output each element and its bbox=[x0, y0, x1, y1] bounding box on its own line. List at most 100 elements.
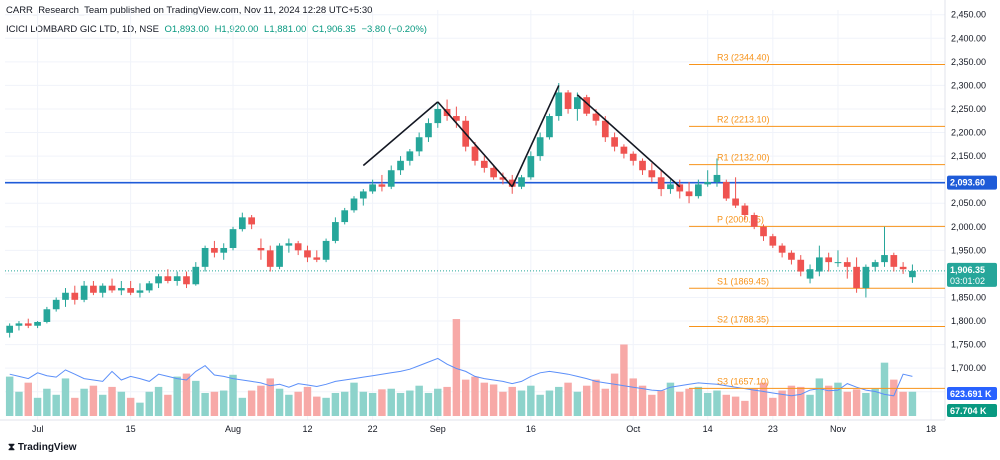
volume-bar bbox=[210, 391, 219, 416]
volume-bar bbox=[620, 344, 628, 416]
volume-bar bbox=[350, 382, 358, 416]
candle-body bbox=[99, 285, 107, 293]
candle-body bbox=[369, 184, 376, 192]
candle-body bbox=[397, 160, 404, 171]
volume-bar bbox=[238, 397, 247, 416]
low-value: L1,881.00 bbox=[264, 24, 307, 35]
high-value: H1,920.00 bbox=[214, 24, 259, 35]
candle-body bbox=[164, 276, 172, 281]
volume-bar bbox=[294, 391, 302, 416]
candle-body bbox=[127, 288, 134, 293]
candle-body bbox=[304, 250, 311, 258]
volume-bar bbox=[592, 379, 600, 416]
volume-bar bbox=[797, 386, 805, 416]
candle-body bbox=[881, 255, 888, 263]
volume-bar bbox=[71, 397, 79, 416]
x-tick-label: Nov bbox=[830, 424, 847, 434]
volume-bar bbox=[145, 391, 153, 416]
change-value: −3.80 (−0.20%) bbox=[361, 24, 427, 35]
candle-body bbox=[294, 243, 302, 251]
candle-body bbox=[676, 184, 684, 192]
candle-body bbox=[322, 240, 330, 260]
candle-body bbox=[471, 146, 479, 161]
volume-bar bbox=[676, 391, 684, 416]
close-value: C1,906.35 bbox=[311, 24, 356, 35]
volume-bar bbox=[247, 390, 256, 416]
candle-body bbox=[527, 156, 535, 178]
volume-bar bbox=[862, 392, 870, 416]
x-tick-label: 12 bbox=[302, 424, 312, 434]
pivot-label-s1: S1 (1869.45) bbox=[717, 276, 769, 286]
volume-bar bbox=[322, 397, 330, 416]
candle-body bbox=[425, 123, 432, 138]
y-tick-label: 2,250.00 bbox=[951, 104, 986, 114]
volume-bar bbox=[136, 402, 144, 416]
tradingview-logo-icon: ⧗ bbox=[8, 442, 16, 453]
pivot-label-p: P (2000.75) bbox=[717, 214, 764, 224]
volume-bar bbox=[99, 394, 107, 416]
volume-bar bbox=[5, 376, 14, 416]
candle-body bbox=[825, 257, 833, 263]
candle-body bbox=[350, 198, 358, 211]
volume-bar bbox=[303, 386, 312, 416]
y-tick-label: 2,400.00 bbox=[951, 33, 986, 43]
x-tick-label: 15 bbox=[126, 424, 136, 434]
volume-bar bbox=[713, 390, 721, 416]
volume-bar bbox=[527, 385, 535, 416]
pattern-trend-line bbox=[576, 94, 681, 188]
candle-body bbox=[499, 177, 507, 180]
volume-bar bbox=[452, 319, 461, 416]
volume-bar bbox=[694, 386, 703, 416]
candle-body bbox=[266, 250, 274, 267]
volume-bar bbox=[368, 392, 377, 416]
candle-body bbox=[620, 146, 628, 154]
candle-body bbox=[34, 321, 41, 326]
x-tick-label: 18 bbox=[926, 424, 936, 434]
candle-body bbox=[229, 229, 237, 248]
volume-bar bbox=[154, 386, 163, 416]
candle-body bbox=[657, 177, 665, 190]
candle-body bbox=[136, 290, 144, 293]
volume-bar bbox=[80, 388, 88, 416]
last-price-label: 1,906.35 bbox=[950, 265, 985, 275]
candle-body bbox=[685, 191, 693, 197]
volume-bar bbox=[601, 388, 610, 416]
candle-body bbox=[778, 245, 786, 253]
tradingview-brand[interactable]: ⧗ TradingView bbox=[8, 442, 77, 453]
volume-bar bbox=[396, 392, 405, 416]
candle-body bbox=[899, 266, 907, 270]
candle-body bbox=[518, 177, 525, 187]
volume-bar bbox=[564, 382, 572, 416]
pattern-trend-line bbox=[362, 101, 439, 167]
volume-bar bbox=[517, 390, 526, 416]
candle-body bbox=[453, 116, 460, 121]
volume-bar bbox=[173, 376, 181, 416]
symbol-label[interactable]: ICICI LOMBARD GIC LTD, 1D, NSE bbox=[6, 24, 159, 35]
candle-body bbox=[173, 276, 181, 281]
candle-body bbox=[713, 174, 721, 183]
volume-bar bbox=[378, 389, 386, 416]
y-tick-label: 2,150.00 bbox=[951, 151, 986, 161]
volume-bar bbox=[769, 397, 777, 416]
volume-bar bbox=[117, 391, 126, 416]
candle-body bbox=[704, 182, 712, 185]
candle-body bbox=[192, 266, 200, 285]
candle-body bbox=[648, 170, 656, 178]
x-tick-label: Oct bbox=[626, 424, 641, 434]
volume-bar bbox=[24, 382, 32, 416]
volume-bar bbox=[610, 373, 619, 416]
candle-body bbox=[341, 210, 349, 223]
x-tick-label: Sep bbox=[430, 424, 446, 434]
y-tick-label: 2,300.00 bbox=[951, 80, 986, 90]
candle-body bbox=[741, 205, 749, 215]
x-tick-label: 14 bbox=[703, 424, 713, 434]
volume-bar bbox=[471, 376, 479, 416]
pattern-trend-line bbox=[437, 101, 513, 188]
volume-bar bbox=[824, 385, 833, 416]
y-tick-label: 2,200.00 bbox=[951, 128, 986, 138]
candle-body bbox=[546, 116, 553, 138]
volume-ma-line bbox=[9, 357, 913, 397]
volume-bar bbox=[285, 394, 293, 416]
open-value: O1,893.00 bbox=[164, 24, 209, 35]
